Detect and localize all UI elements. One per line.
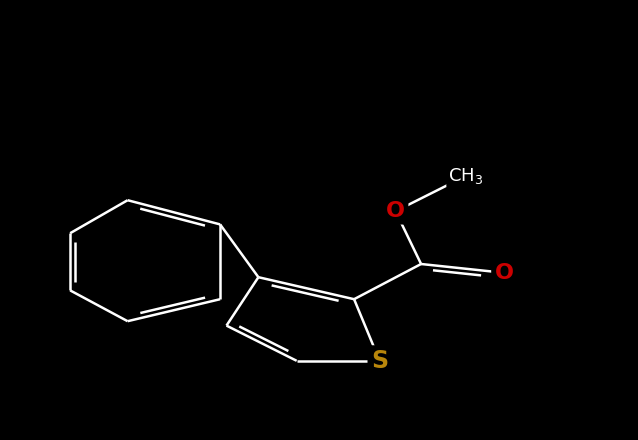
Text: O: O <box>386 201 405 221</box>
Text: CH$_3$: CH$_3$ <box>448 166 484 186</box>
Text: O: O <box>494 263 514 283</box>
Text: S: S <box>371 349 388 373</box>
